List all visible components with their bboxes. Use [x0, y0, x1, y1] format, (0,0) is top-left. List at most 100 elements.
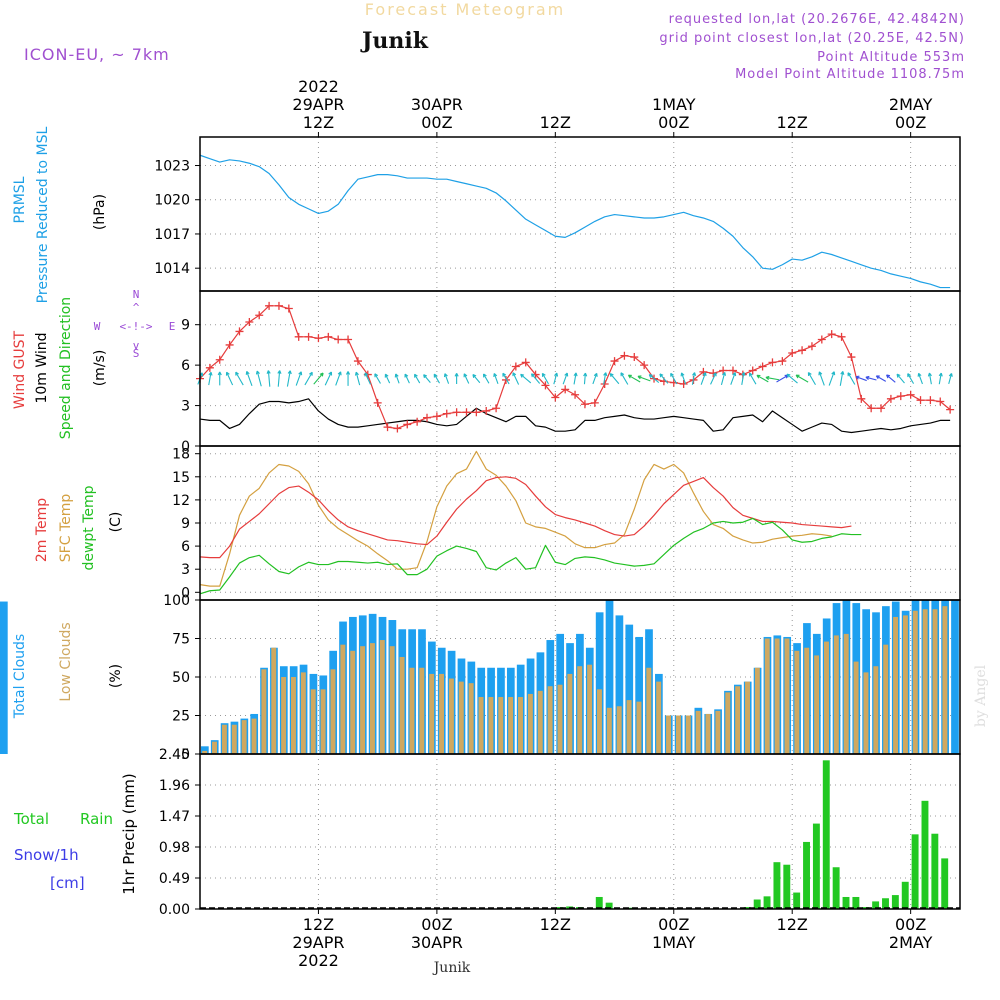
wind-direction-arrow: [493, 373, 499, 384]
top-time-label: 2MAY: [889, 95, 933, 114]
wind-direction-arrow: [938, 372, 943, 385]
bottom-time-label: 00Z: [658, 915, 689, 934]
low-cloud-bar: [498, 697, 504, 754]
wind-direction-arrow: [354, 371, 361, 386]
low-cloud-bar: [932, 609, 938, 754]
wind-direction-arrow: [374, 373, 381, 384]
wind-gust-point: [748, 366, 757, 375]
wind-direction-arrow: [530, 373, 541, 384]
wind-panel-frame: [199, 290, 961, 447]
wind-gust-point: [906, 390, 915, 399]
wind-gust-point: [847, 353, 856, 362]
bottom-time-label: 30APR: [411, 933, 463, 952]
low-cloud-bar: [893, 616, 899, 754]
low-cloud-bar: [527, 693, 533, 754]
y-tick-label: 1.47: [159, 809, 190, 825]
wind-direction-arrow: [443, 373, 450, 384]
low-cloud-bar: [419, 667, 425, 754]
wind-gust-point: [719, 366, 728, 375]
wind-gust-point: [896, 392, 905, 401]
bottom-time-label: 12Z: [540, 915, 571, 934]
wind-direction-arrow: [541, 372, 549, 385]
low-cloud-bar: [853, 661, 859, 754]
wind-direction-arrow: [603, 372, 608, 385]
low-cloud-bar: [695, 710, 701, 754]
wind-direction-arrow: [720, 372, 727, 385]
y-tick-label: 3: [181, 399, 190, 415]
compass-ns-up: ^: [133, 301, 140, 314]
wind-gust-point: [432, 412, 441, 421]
wind-direction-arrow: [710, 372, 717, 385]
low-cloud-bar: [300, 672, 306, 754]
total-cloud-bar: [0, 601, 8, 754]
wind-gust-point: [857, 394, 866, 403]
low-cloud-bar: [310, 689, 316, 754]
y-tick-label: 0: [181, 439, 190, 455]
wind-direction-arrow: [627, 374, 641, 383]
wind-direction-arrow: [865, 375, 877, 381]
low-cloud-bar: [922, 609, 928, 754]
wind-10m-line: [199, 398, 951, 434]
wind-direction-arrow: [394, 373, 400, 384]
pressure-line: [199, 154, 951, 289]
low-cloud-bar: [202, 750, 208, 754]
wind-direction-arrow: [659, 373, 669, 384]
wind-direction-arrow: [463, 373, 470, 384]
wind-gust-point: [679, 380, 688, 388]
wind-direction-arrow: [472, 373, 481, 384]
precip-bar: [911, 834, 919, 909]
wind-gust-point: [373, 398, 382, 407]
wind-gust-point: [324, 332, 333, 341]
precip-bar: [852, 896, 860, 909]
wind-direction-arrow: [847, 372, 856, 385]
y-tick-label: 2.45: [159, 747, 190, 763]
wind-gust-point: [274, 301, 283, 310]
footer-location: Junik: [432, 960, 471, 976]
low-cloud-bar: [231, 724, 237, 754]
low-cloud-bar: [291, 677, 296, 754]
precip-bar: [872, 901, 880, 909]
wind-gust-point: [393, 424, 402, 433]
precip-labels: Total Rain Snow/1h [cm] 1hr Precip (mm): [13, 773, 138, 894]
wind-direction-arrow: [795, 374, 809, 383]
compass-ew: <-!->: [119, 320, 152, 333]
wind-gust-point: [798, 346, 807, 355]
precip-panel-frame: [199, 753, 961, 910]
precip-bar: [901, 881, 909, 909]
total-cloud-bar: [951, 600, 959, 754]
low-cloud-bar: [340, 644, 346, 754]
requested-coords: requested lon,lat (20.2676E, 42.4842N): [669, 12, 965, 27]
low-cloud-bar: [587, 664, 593, 754]
wind-gust-point: [610, 357, 619, 366]
low-cloud-bar: [705, 713, 711, 754]
y-tick-label: 9: [181, 318, 190, 334]
bottom-time-label: 2MAY: [889, 933, 933, 952]
bottom-time-label: 12Z: [303, 915, 334, 934]
wind-gust-point: [867, 404, 876, 413]
total-cloud-bar: [625, 624, 634, 754]
low-cloud-bar: [764, 638, 770, 754]
bottom-time-label: 00Z: [421, 915, 452, 934]
wind-gust-point: [304, 332, 313, 341]
top-time-label: 12Z: [777, 113, 808, 132]
wind-gust-point: [314, 334, 323, 343]
wind-gust-point: [344, 335, 353, 344]
precip-bar: [842, 896, 850, 909]
low-cloud-bar: [863, 672, 869, 754]
compass-legend: N S W E <-!-> ^ v: [94, 288, 176, 360]
y-tick-label: 0.00: [159, 902, 190, 918]
wind-gust-point: [590, 398, 599, 407]
wind-direction-arrow: [875, 375, 887, 382]
temp-dewpt-label: dewpt Temp: [81, 485, 97, 570]
bottom-time-label: 2022: [298, 951, 339, 970]
bottom-time-label: 12Z: [777, 915, 808, 934]
wind-gust-point: [837, 332, 846, 341]
wind-gust-point: [551, 393, 560, 402]
wind-direction-arrow: [765, 375, 780, 381]
wind-gust-point: [501, 375, 510, 384]
wind-gust-point: [265, 301, 274, 310]
low-cloud-bar: [577, 666, 583, 754]
wind-gust-point: [235, 327, 244, 336]
gridpoint-coords: grid point closest lon,lat (20.25E, 42.5…: [659, 31, 965, 46]
wind-gust-point: [926, 396, 935, 405]
